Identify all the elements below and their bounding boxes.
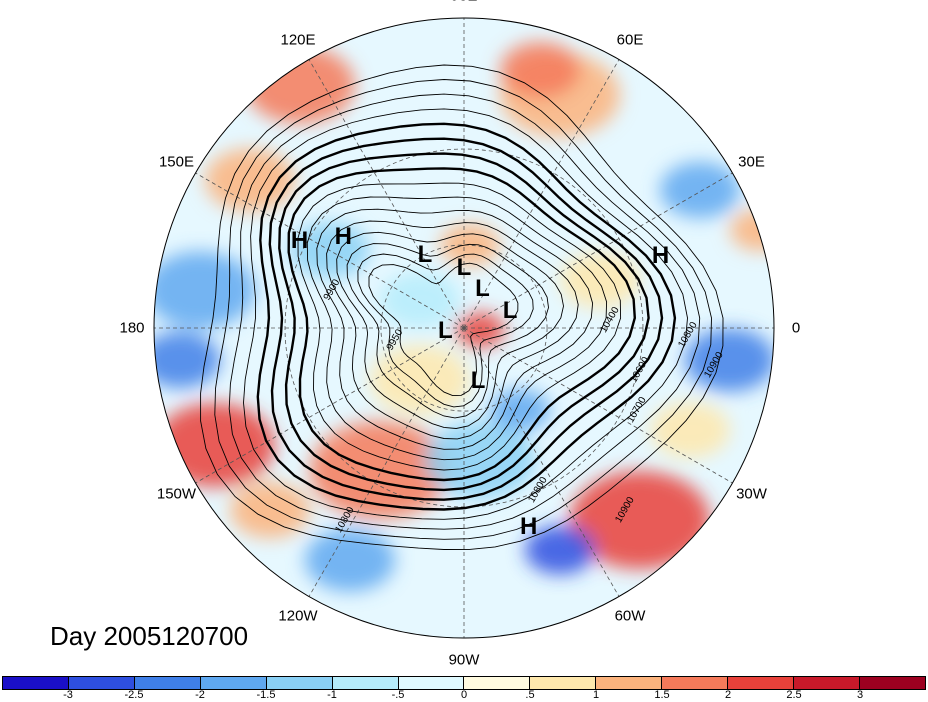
anomaly-patch [205, 148, 295, 212]
colorbar-tick-label: 2.5 [786, 689, 802, 701]
anomaly-patch [380, 272, 460, 328]
colorbar-swatch [3, 677, 69, 689]
longitude-label: 120W [278, 607, 318, 625]
height-contour [278, 152, 650, 492]
anomaly-patch [370, 345, 470, 415]
height-contour [228, 93, 701, 530]
colorbar-swatch [530, 677, 597, 689]
anomaly-patch [660, 162, 740, 218]
colorbar-tick-label: 3 [856, 689, 864, 701]
anomaly-patch [490, 389, 550, 431]
longitude-label: 0 [791, 319, 801, 337]
height-contour [346, 243, 549, 419]
colorbar-tick-label: -.5 [391, 689, 405, 701]
anomaly-patch [245, 46, 355, 124]
height-contour [297, 182, 622, 471]
height-contour [256, 122, 677, 511]
low-pressure-marker: L [502, 297, 518, 325]
anomaly-patch [154, 332, 220, 388]
colorbar-swatch [728, 677, 795, 689]
graticule [154, 18, 774, 638]
anomaly-patch [500, 42, 580, 98]
longitude-label: 60E [616, 31, 644, 49]
anomaly-patch [685, 328, 774, 392]
low-pressure-marker: L [470, 366, 486, 394]
longitude-label: 30W [736, 485, 767, 503]
longitude-label: 180 [119, 319, 145, 337]
meridian-line [308, 327, 465, 597]
colorbar-swatch [859, 677, 925, 689]
colorbar-tick-label: -2.5 [124, 689, 144, 701]
colorbar-swatch [332, 677, 399, 689]
map-boundary [153, 17, 775, 639]
meridian-line [195, 172, 465, 329]
height-contour [316, 208, 594, 450]
height-contour [214, 79, 712, 540]
anomaly-patch [570, 471, 710, 569]
colorbar-swatch [464, 677, 531, 689]
colorbar-tick-label: 2 [724, 689, 732, 701]
low-pressure-marker: L [456, 253, 472, 281]
height-contour [368, 262, 519, 397]
colorbar-tick-label: -2 [195, 689, 205, 701]
anomaly-patch [290, 222, 370, 278]
colorbar-swatch [134, 677, 201, 689]
colorbar-swatch [596, 677, 663, 689]
longitude-label: 90E [451, 0, 478, 5]
colorbar-tick-label: -1 [327, 689, 337, 701]
anomaly-patch [650, 402, 730, 458]
high-pressure-marker: H [290, 226, 309, 254]
day-title: Day 2005120700 [50, 621, 249, 651]
colorbar-swatch [794, 677, 860, 689]
anomaly-patch [525, 525, 595, 575]
low-pressure-marker: L [417, 240, 433, 268]
colorbar-tick-label: 1 [592, 689, 600, 701]
colorbar-tick-label: -3 [63, 689, 73, 701]
colorbar [2, 676, 926, 690]
meridian-line [463, 327, 620, 597]
longitude-label: 150E [158, 153, 194, 171]
longitude-label: 90W [448, 651, 480, 669]
height-contour [200, 64, 724, 550]
high-pressure-marker: H [519, 512, 538, 540]
longitude-label: 30E [738, 153, 765, 171]
latitude-circle [380, 244, 548, 412]
geopotential-contours [200, 64, 724, 550]
longitude-label: 150W [156, 485, 197, 503]
height-contour [268, 137, 664, 501]
longitude-label: 60W [614, 607, 646, 625]
colorbar-swatch [266, 677, 333, 689]
colorbar-tick-label: -1.5 [256, 689, 276, 701]
height-contour [243, 108, 688, 520]
anomaly-patch [560, 252, 640, 308]
high-pressure-marker: H [334, 223, 352, 250]
low-pressure-marker: L [437, 317, 453, 345]
meridian-line [195, 327, 465, 484]
colorbar-swatch [662, 677, 729, 689]
longitude-label: 120E [280, 31, 316, 49]
colorbar-tick-label: 1.5 [654, 689, 670, 701]
colorbar-swatch [398, 677, 465, 689]
low-pressure-marker: L [475, 274, 490, 302]
high-pressure-marker: H [651, 242, 670, 270]
colorbar-tick-label: 0 [460, 689, 468, 701]
anomaly-patch [154, 251, 255, 329]
anomaly-patch [730, 209, 774, 251]
anomaly-patch [230, 482, 310, 538]
colorbar-tick-label: .5 [525, 689, 535, 701]
height-contour [336, 231, 564, 429]
height-contour [306, 196, 608, 461]
colorbar-swatch [200, 677, 267, 689]
meridian-line [463, 59, 620, 329]
height-contour [287, 167, 637, 482]
anomaly-patch [440, 224, 500, 266]
colorbar-swatch [68, 677, 135, 689]
anomaly-patch [305, 528, 395, 592]
height-contour [357, 253, 534, 408]
height-contour [326, 220, 579, 440]
